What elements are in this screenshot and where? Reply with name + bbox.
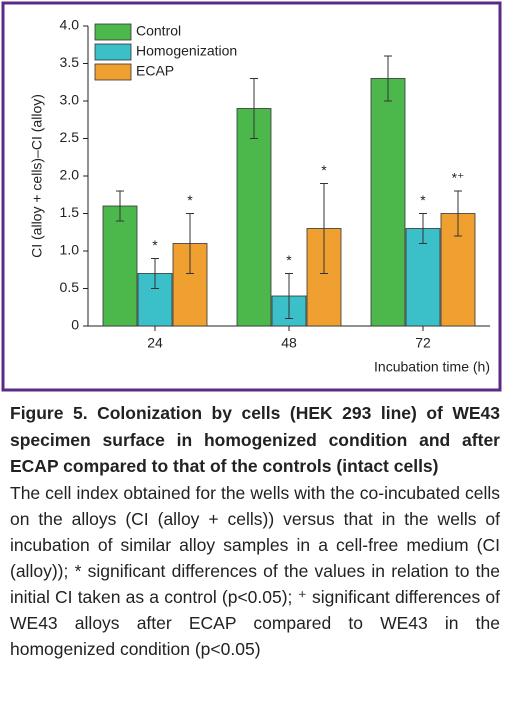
bar <box>370 78 406 327</box>
error-bar <box>320 183 328 274</box>
x-tick-label: 48 <box>281 335 297 351</box>
bar <box>102 205 138 327</box>
bar <box>236 108 272 327</box>
legend-label: Homogenization <box>136 43 237 59</box>
legend-label: ECAP <box>136 63 174 79</box>
legend-swatch <box>94 63 132 81</box>
frame <box>1 1 502 392</box>
error-bar <box>285 273 293 319</box>
legend-swatch <box>94 23 132 41</box>
error-bar <box>151 258 159 289</box>
legend-label: Control <box>136 23 181 39</box>
significance-mark: * <box>321 162 327 178</box>
significance-mark: * <box>152 237 158 253</box>
bar <box>440 213 476 327</box>
bar <box>405 228 441 327</box>
error-bar <box>186 213 194 274</box>
y-tick-label: 3.5 <box>60 54 80 70</box>
error-bar <box>116 190 124 222</box>
error-bar <box>454 190 462 237</box>
y-tick-label: 2.0 <box>60 167 80 183</box>
x-axis-label: Incubation time (h) <box>374 359 490 375</box>
caption: Figure 5. Colonization by cells (HEK 293… <box>10 400 500 662</box>
error-bar <box>419 213 427 244</box>
y-tick-label: 1.5 <box>60 204 80 220</box>
caption-text: The cell index obtained for the wells wi… <box>10 482 500 659</box>
significance-mark: *⁺ <box>452 170 465 186</box>
error-bar <box>250 78 258 139</box>
y-tick-label: 3.0 <box>60 92 80 108</box>
legend-swatch <box>94 43 132 61</box>
significance-mark: * <box>420 192 426 208</box>
significance-mark: * <box>286 252 292 268</box>
y-axis-label: CI (alloy + cells)–CI (alloy) <box>29 94 45 258</box>
caption-title: Figure 5. Colonization by cells (HEK 293… <box>10 403 500 476</box>
significance-mark: * <box>187 192 193 208</box>
chart: CI (alloy + cells)–CI (alloy) Incubation… <box>1 1 502 392</box>
x-tick-label: 24 <box>147 335 163 351</box>
y-tick-label: 1.0 <box>60 242 80 258</box>
x-tick-label: 72 <box>415 335 431 351</box>
y-tick-label: 4.0 <box>60 17 80 33</box>
y-tick-label: 0 <box>71 317 79 333</box>
error-bar <box>384 55 392 102</box>
y-tick-label: 0.5 <box>60 279 80 295</box>
y-tick-label: 2.5 <box>60 129 80 145</box>
